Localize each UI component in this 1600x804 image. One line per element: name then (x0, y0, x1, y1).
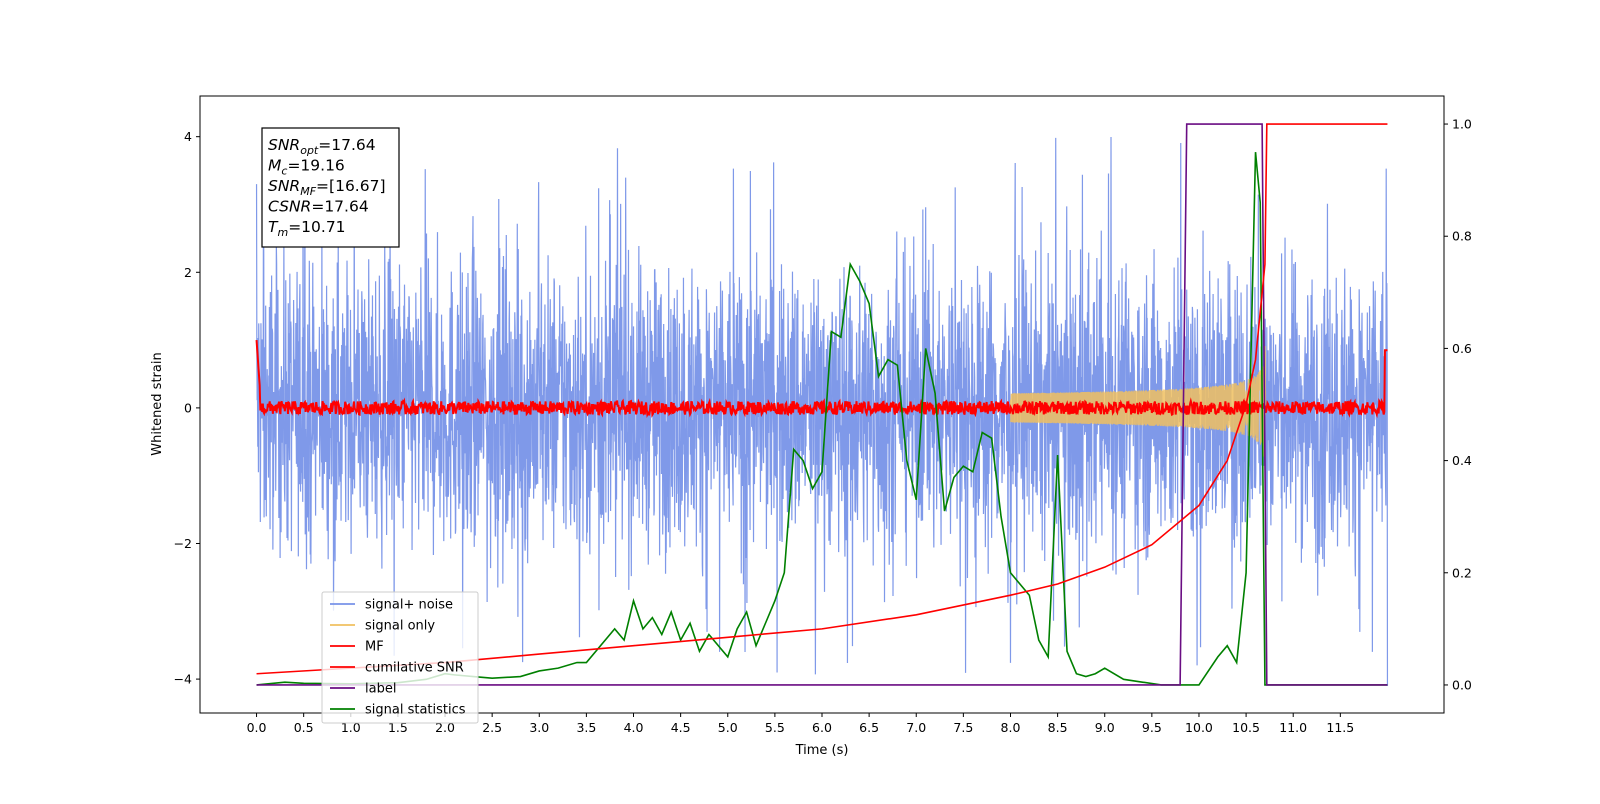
x-tick-label: 2.0 (435, 720, 455, 735)
x-tick-label: 11.5 (1326, 720, 1354, 735)
mf-line (255, 340, 1388, 419)
annotation-subscript: m (277, 226, 288, 239)
y-right-tick-label: 0.8 (1452, 229, 1472, 244)
series-cumulative-snr (256, 123, 1388, 675)
x-tick-label: 10.5 (1232, 720, 1260, 735)
legend: signal+ noise signal only MF cumilative SNR… (321, 591, 479, 724)
x-tick-label: 1.0 (341, 720, 361, 735)
x-tick-label: 4.0 (624, 720, 644, 735)
y-right-tick-label: 0.4 (1452, 453, 1472, 468)
x-tick-label: 11.0 (1279, 720, 1307, 735)
series-label-line (256, 123, 1388, 686)
x-tick-label: 1.5 (388, 720, 408, 735)
annotation-line: CSNR=17.64 (268, 198, 369, 216)
annotation-box-frame (261, 127, 400, 248)
annotation-line: SNRMF=[16.67] (268, 177, 386, 198)
y-axis-left: 4 2 0 −2 −4 (174, 129, 200, 687)
x-tick-label: 0.0 (247, 720, 267, 735)
x-tick-label: 10.0 (1185, 720, 1213, 735)
series-label (256, 123, 1388, 686)
x-tick-label: 3.0 (529, 720, 549, 735)
legend-entry: label (365, 682, 396, 697)
series-signal-statistics (256, 152, 1388, 686)
x-tick-label: 2.5 (482, 720, 502, 735)
y-right-tick-label: 0.0 (1452, 677, 1472, 692)
y-right-tick-label: 0.2 (1452, 565, 1472, 580)
annotation-subscript: c (281, 165, 287, 178)
x-tick-label: 8.5 (1048, 720, 1068, 735)
legend-entry: cumilative SNR (365, 661, 464, 676)
x-axis: 0.0 0.5 1.0 1.5 2.0 2.5 3.0 3.5 4.0 4.5 5.0 5.5 6.0 6… (247, 713, 1354, 735)
x-tick-label: 4.5 (671, 720, 691, 735)
x-tick-label: 7.0 (906, 720, 926, 735)
annotation-subscript: MF (300, 185, 316, 198)
x-tick-label: 6.0 (812, 720, 832, 735)
stats-annotation-box: SNRopt=17.64Mc=19.16SNRMF=[16.67]CSNR=17… (261, 127, 400, 248)
x-tick-label: 9.5 (1142, 720, 1162, 735)
annotation-subscript: opt (300, 144, 319, 157)
annotation-value: =[16.67] (316, 177, 385, 195)
y-left-tick-label: 4 (184, 129, 192, 144)
x-axis-label: Time (s) (795, 743, 849, 758)
y-right-tick-label: 1.0 (1452, 117, 1472, 132)
series-mf (255, 340, 1388, 419)
y-left-tick-label: 2 (184, 265, 192, 280)
annotation-symbol: T (268, 218, 279, 236)
legend-frame (321, 591, 479, 724)
series-signal-statistics-line (256, 152, 1388, 686)
y-left-tick-label: 0 (184, 400, 192, 415)
y-right-tick-label: 0.6 (1452, 341, 1472, 356)
y-axis-label-left: Whitened strain (150, 352, 165, 455)
annotation-symbol: M (268, 157, 281, 175)
x-tick-label: 9.0 (1095, 720, 1115, 735)
data-layer (255, 123, 1389, 686)
x-tick-label: 0.5 (294, 720, 314, 735)
annotation-value: =10.71 (288, 218, 345, 236)
annotation-value: =19.16 (287, 157, 344, 175)
series-cumulative-snr-line (256, 123, 1388, 675)
annotation-line: SNRopt=17.64 (268, 136, 376, 157)
annotation-symbol: SNR (268, 177, 300, 195)
y-left-tick-label: −2 (174, 536, 192, 551)
legend-entry: signal+ noise (365, 598, 453, 613)
x-tick-label: 5.0 (718, 720, 738, 735)
annotation-symbol: SNR (268, 136, 300, 154)
legend-entry: signal only (365, 619, 435, 634)
x-tick-label: 7.5 (953, 720, 973, 735)
x-tick-label: 3.5 (576, 720, 596, 735)
annotation-line: Tm=10.71 (268, 218, 346, 239)
legend-entry: signal statistics (365, 703, 466, 718)
x-tick-label: 8.0 (1001, 720, 1021, 735)
y-left-tick-label: −4 (174, 672, 192, 687)
legend-entry: MF (365, 640, 384, 655)
x-tick-label: 5.5 (765, 720, 785, 735)
annotation-symbol: CSNR (268, 198, 311, 216)
y-axis-right: 1.0 0.8 0.6 0.4 0.2 0.0 (1444, 117, 1472, 692)
annotation-value: =17.64 (311, 198, 368, 216)
annotation-line: Mc=19.16 (268, 157, 345, 178)
annotation-value: =17.64 (318, 136, 375, 154)
x-tick-label: 6.5 (859, 720, 879, 735)
